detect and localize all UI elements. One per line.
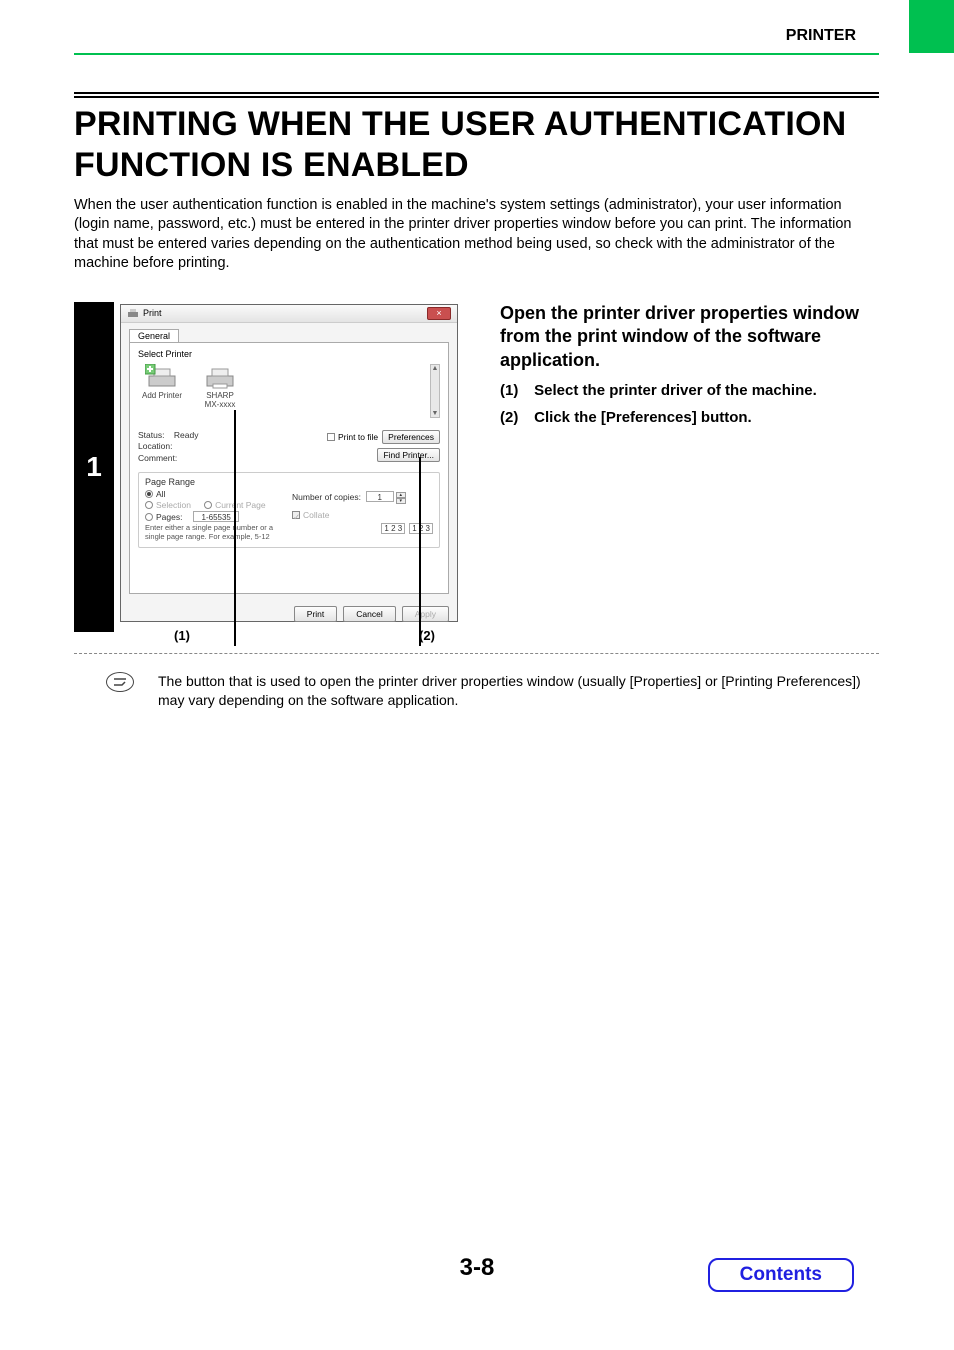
title-rule (74, 92, 879, 98)
step-1-block: 1 Print × General Select Printer (74, 302, 879, 643)
callout-line-1 (234, 410, 236, 646)
printer-list: Add Printer SHARP MX-xxxx ▲▼ (138, 362, 440, 424)
radio-pages[interactable]: Pages: 1-65535 (145, 511, 286, 522)
callout-labels-row: (1) (2) (120, 628, 466, 643)
copies-label: Number of copies: (292, 492, 361, 502)
page-number: 3-8 (460, 1254, 495, 1282)
page-range-label: Page Range (145, 477, 286, 487)
note-text: The button that is used to open the prin… (158, 672, 879, 710)
collate-checkbox: ✓Collate (292, 510, 433, 520)
step-heading: Open the printer driver properties windo… (500, 302, 879, 372)
callout-line-2 (419, 457, 421, 646)
substep-1: (1) Select the printer driver of the mac… (500, 382, 879, 399)
status-value: Ready (174, 430, 199, 440)
status-label: Status: (138, 430, 164, 440)
print-to-file-checkbox[interactable]: Print to file (327, 432, 378, 442)
close-button[interactable]: × (427, 307, 451, 320)
pages-hint: Enter either a single page number or a s… (145, 524, 286, 541)
apply-button: Apply (402, 606, 449, 622)
printer-item-label: Add Printer (138, 391, 186, 400)
dialog-footer: Print Cancel Apply (121, 600, 457, 628)
dialog-panel: Select Printer Add Printer (129, 342, 449, 594)
radio-currentpage-label: Current Page (215, 500, 266, 510)
collate-label: Collate (303, 510, 329, 520)
step-number-badge: 1 (74, 302, 114, 632)
header-rule (74, 53, 879, 55)
substep-2-num: (2) (500, 409, 530, 426)
collate-icons: 1 2 3 1 2 3 (292, 523, 433, 534)
select-printer-label: Select Printer (138, 349, 440, 359)
add-printer-icon (145, 364, 179, 390)
header-section-label: PRINTER (786, 27, 856, 45)
radio-all[interactable]: All (145, 489, 286, 499)
note-icon (106, 672, 134, 692)
dialog-title: Print (143, 308, 162, 318)
screenshot-column: Print × General Select Printer (114, 302, 466, 643)
copies-input[interactable]: 1 (366, 491, 394, 502)
preferences-button[interactable]: Preferences (382, 430, 440, 444)
cancel-button[interactable]: Cancel (343, 606, 395, 622)
status-block: Status: Ready Location: Comment: (138, 430, 199, 464)
callout-label-1: (1) (120, 628, 244, 643)
printer-list-scrollbar[interactable]: ▲▼ (430, 364, 440, 418)
printer-item-sharp[interactable]: SHARP MX-xxxx (196, 364, 244, 409)
substep-2-text: Click the [Preferences] button. (534, 409, 752, 426)
print-button[interactable]: Print (294, 606, 337, 622)
printer-title-icon (127, 307, 139, 319)
page-title: PRINTING WHEN THE USER AUTHENTICATION FU… (74, 104, 879, 186)
substep-1-text: Select the printer driver of the machine… (534, 382, 817, 399)
dialog-titlebar: Print × (121, 305, 457, 323)
radio-selection: Selection Current Page (145, 500, 286, 510)
print-dialog: Print × General Select Printer (120, 304, 458, 622)
comment-label: Comment: (138, 453, 199, 464)
radio-all-label: All (156, 489, 165, 499)
print-to-file-label: Print to file (338, 432, 378, 442)
find-printer-button[interactable]: Find Printer... (377, 448, 440, 462)
callout-label-2: (2) (388, 628, 466, 643)
step-text-column: Open the printer driver properties windo… (466, 302, 879, 643)
note-row: The button that is used to open the prin… (74, 672, 879, 710)
page-range-group: Page Range All Selection Current Page Pa… (138, 472, 440, 548)
printer-item-label-1: SHARP (196, 391, 244, 400)
contents-button[interactable]: Contents (708, 1258, 854, 1292)
collate-glyph-1: 1 2 3 (381, 523, 405, 534)
location-label: Location: (138, 441, 199, 452)
collate-glyph-2: 1 2 3 (409, 523, 433, 534)
header-green-bar (909, 0, 954, 53)
pages-input[interactable]: 1-65535 (193, 511, 239, 522)
printer-item-add[interactable]: Add Printer (138, 364, 186, 400)
copies-spinner[interactable]: ▴▾ (396, 492, 406, 504)
intro-paragraph: When the user authentication function is… (74, 196, 879, 274)
printer-item-label-2: MX-xxxx (196, 400, 244, 409)
radio-selection-label: Selection (156, 500, 191, 510)
dashed-separator (74, 653, 879, 654)
substep-1-num: (1) (500, 382, 530, 399)
printer-icon (203, 364, 237, 390)
tab-general[interactable]: General (129, 329, 179, 342)
radio-pages-label: Pages: (156, 512, 182, 522)
substep-2: (2) Click the [Preferences] button. (500, 409, 879, 426)
